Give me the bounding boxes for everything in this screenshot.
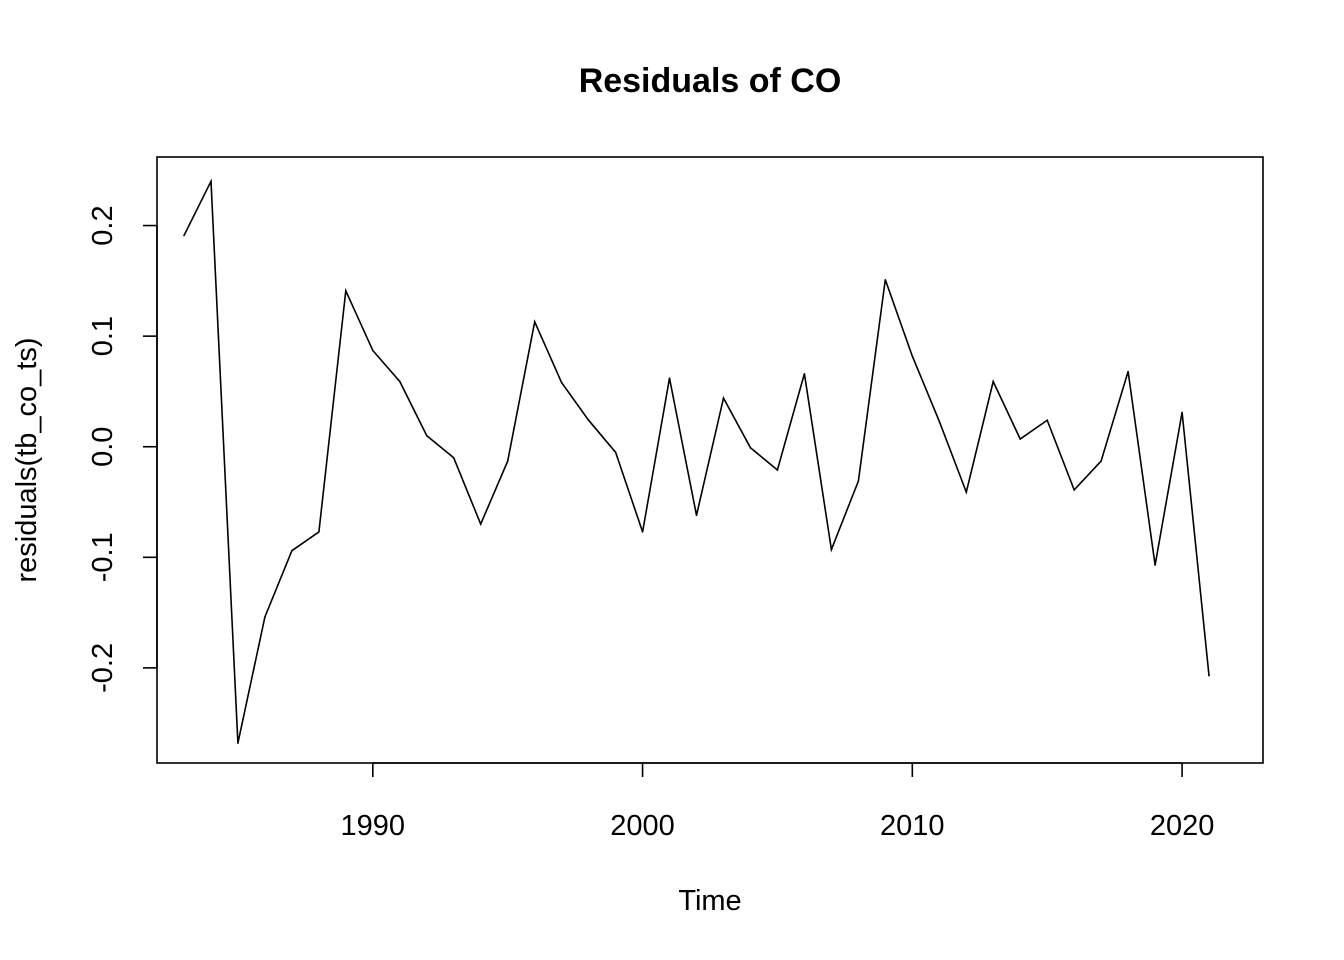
data-point bbox=[587, 419, 590, 421]
data-points bbox=[183, 180, 1210, 744]
data-point bbox=[479, 523, 482, 525]
data-point bbox=[237, 742, 239, 744]
data-point bbox=[1154, 564, 1156, 566]
x-tick-label: 2020 bbox=[1150, 810, 1215, 842]
data-point bbox=[641, 531, 644, 533]
data-point bbox=[803, 372, 806, 375]
data-point bbox=[372, 349, 374, 352]
data-point bbox=[425, 434, 428, 437]
data-point bbox=[345, 290, 347, 292]
data-point bbox=[1208, 674, 1210, 677]
data-point bbox=[1181, 411, 1183, 414]
data-point bbox=[776, 469, 779, 471]
data-point bbox=[965, 491, 968, 493]
y-tick-label: 0.2 bbox=[87, 205, 119, 245]
data-point bbox=[911, 355, 914, 357]
x-tick-label: 2010 bbox=[880, 810, 945, 842]
x-tick-label: 2000 bbox=[610, 810, 675, 842]
data-point bbox=[857, 480, 860, 482]
data-point bbox=[506, 460, 509, 462]
data-point bbox=[291, 549, 293, 552]
data-point bbox=[830, 548, 833, 551]
data-point bbox=[614, 451, 617, 454]
data-point bbox=[1073, 489, 1075, 491]
data-point bbox=[318, 531, 320, 533]
data-point bbox=[695, 514, 698, 517]
data-point bbox=[398, 380, 401, 383]
data-point bbox=[1127, 370, 1129, 373]
data-point bbox=[210, 180, 212, 183]
data-point bbox=[668, 377, 671, 379]
data-point bbox=[1046, 419, 1048, 421]
data-point bbox=[1019, 438, 1022, 440]
y-axis: -0.2 -0.1 0.0 0.1 0.2 bbox=[87, 205, 158, 693]
residuals-series-line bbox=[183, 178, 1210, 744]
data-point bbox=[722, 397, 725, 399]
chart-title: Residuals of CO bbox=[579, 62, 842, 100]
data-point bbox=[560, 381, 563, 384]
data-point bbox=[1100, 460, 1102, 462]
y-axis-label: residuals(tb_co_ts) bbox=[11, 338, 43, 583]
data-point bbox=[992, 380, 995, 383]
data-point bbox=[749, 447, 752, 449]
data-point bbox=[938, 420, 941, 423]
data-point bbox=[264, 616, 266, 618]
x-axis: 1990 2000 2010 2020 bbox=[341, 762, 1215, 842]
x-tick-label: 1990 bbox=[341, 810, 406, 842]
data-point bbox=[533, 320, 536, 323]
y-tick-label: 0.0 bbox=[87, 427, 119, 467]
data-point bbox=[183, 234, 185, 237]
y-tick-label: -0.1 bbox=[87, 532, 119, 582]
y-tick-label: 0.1 bbox=[87, 316, 119, 356]
y-tick-label: -0.2 bbox=[87, 643, 119, 693]
data-point bbox=[452, 456, 455, 459]
x-axis-label: Time bbox=[678, 885, 741, 917]
data-point bbox=[884, 278, 887, 281]
